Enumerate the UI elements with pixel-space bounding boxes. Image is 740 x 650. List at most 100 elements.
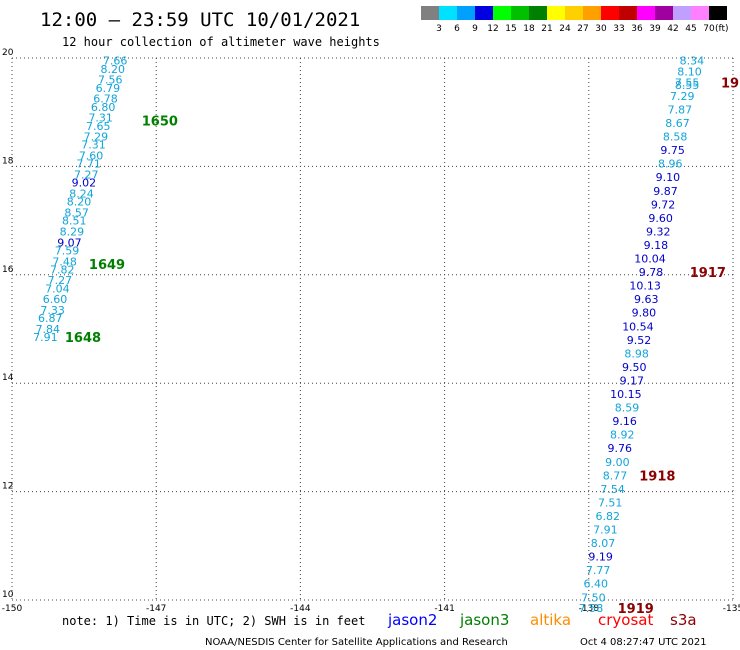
wave-height-value: 9.00 [605,456,630,469]
color-scale-label: 33 [613,24,624,34]
wave-height-value: 6.87 [38,312,63,325]
wave-height-value: 7.50 [581,591,606,604]
wave-height-value: 7.65 [86,120,111,133]
color-swatch [619,6,637,20]
color-scale-label: 3 [436,24,442,34]
x-tick-label: -144 [290,604,311,614]
pass-time-label: 191 [721,76,740,91]
color-scale-label: 39 [649,24,661,34]
color-swatch [565,6,583,20]
wave-height-value: 7.54 [600,483,625,496]
color-scale-unit: (ft) [715,24,729,34]
color-swatch [421,6,439,20]
wave-height-value: 10.15 [610,388,642,401]
wave-height-value: 9.76 [608,442,633,455]
wave-height-value: 9.78 [639,266,664,279]
color-scale-label: 12 [487,24,498,34]
wave-height-value: 7.31 [81,139,106,152]
wave-height-value: 7.66 [103,55,128,68]
color-scale-label: 9 [472,24,478,34]
color-scale-label: 45 [685,24,696,34]
pass-time-label: 1650 [142,114,178,129]
wave-height-value: 9.16 [612,415,637,428]
wave-height-value: 6.40 [584,578,609,591]
wave-height-value: 9.72 [651,198,676,211]
y-tick-label: 16 [2,265,14,275]
color-scale-label: 30 [595,24,607,34]
x-tick-label: -135 [723,604,740,614]
footer-credit: NOAA/NESDIS Center for Satellite Applica… [205,637,508,648]
wave-height-value: 7.27 [74,169,99,182]
satellite-legend-entry: cryosat [598,611,653,629]
wave-height-value: 7.29 [670,90,695,103]
satellite-legend: jason2 jason3 altika cryosat s3a [387,611,697,629]
wave-height-value: 8.20 [67,196,92,209]
wave-height-value: 6.60 [43,293,68,306]
wave-height-value: 7.59 [55,244,80,257]
satellite-legend-entry: jason3 [459,611,509,629]
wave-height-value: 8.57 [64,206,89,219]
x-tick-label: -150 [2,604,23,614]
color-scale-label: 36 [631,24,643,34]
wave-height-value: 10.04 [634,253,666,266]
wave-height-value: 9.32 [646,225,671,238]
wave-height-value: 8.07 [591,537,616,550]
satellite-legend-entry: jason2 [387,611,437,629]
color-swatch [583,6,601,20]
wave-height-value: 7.04 [45,282,70,295]
wave-height-value: 7.56 [98,74,123,87]
wave-height-value: 7.82 [50,263,75,276]
color-scale-label: 24 [559,24,571,34]
footer-timestamp: Oct 4 08:27:47 UTC 2021 [580,637,707,648]
wave-height-value: 9.17 [620,374,645,387]
wave-height-value: 7.27 [48,274,73,287]
wave-height-value: 7.60 [79,150,104,163]
wave-height-value: 7.29 [84,131,109,144]
wave-height-value: 9.07 [57,236,82,249]
wave-height-value: 9.75 [660,144,685,157]
y-tick-label: 20 [2,48,14,58]
x-tick-label: -138 [579,604,600,614]
chart-title: 12:00 – 23:59 UTC 10/01/2021 [40,9,360,31]
color-swatch [511,6,529,20]
color-scale-label: 42 [667,24,678,34]
color-scale-label: 70 [703,24,715,34]
pass-time-label: 1917 [690,266,726,281]
color-swatch [529,6,547,20]
color-swatch [547,6,565,20]
wave-height-value: 7.91 [593,524,618,537]
wave-height-value: 7.31 [88,112,113,125]
wave-height-value: 8.59 [615,402,640,415]
color-scale-label: 6 [454,24,460,34]
satellite-legend-entry: s3a [670,611,697,629]
color-scale-label: 27 [577,24,588,34]
color-swatch [691,6,709,20]
x-tick-label: -141 [434,604,454,614]
color-swatch [673,6,691,20]
wave-height-value: 8.55 [675,79,700,92]
wave-height-value: 8.20 [100,63,125,76]
wave-height-value: 8.29 [60,225,85,238]
color-swatch [655,6,673,20]
y-tick-label: 12 [2,482,13,492]
color-scale-label: 21 [541,24,552,34]
wave-height-value: 8.67 [665,117,690,130]
wave-height-value: 7.51 [598,496,623,509]
wave-height-value: 8.92 [610,429,635,442]
wave-height-value: 7.84 [36,323,61,336]
color-swatch [493,6,511,20]
y-tick-label: 14 [2,373,14,383]
pass-time-label: 1919 [618,602,654,617]
wave-height-value: 9.60 [648,212,673,225]
wave-height-value: 9.02 [72,177,97,190]
wave-height-value: 8.34 [680,55,705,68]
pass-time-label: 1918 [639,469,675,484]
data-marks: 7.668.207.566.796.786.807.317.657.297.31… [33,55,740,617]
wave-height-value: 9.10 [656,171,681,184]
chart-subtitle: 12 hour collection of altimeter wave hei… [62,35,380,49]
wave-height-value: 9.87 [653,185,678,198]
wave-height-value: 9.52 [627,334,652,347]
wave-height-value: 9.18 [644,239,669,252]
wave-height-value: 7.77 [586,564,611,577]
